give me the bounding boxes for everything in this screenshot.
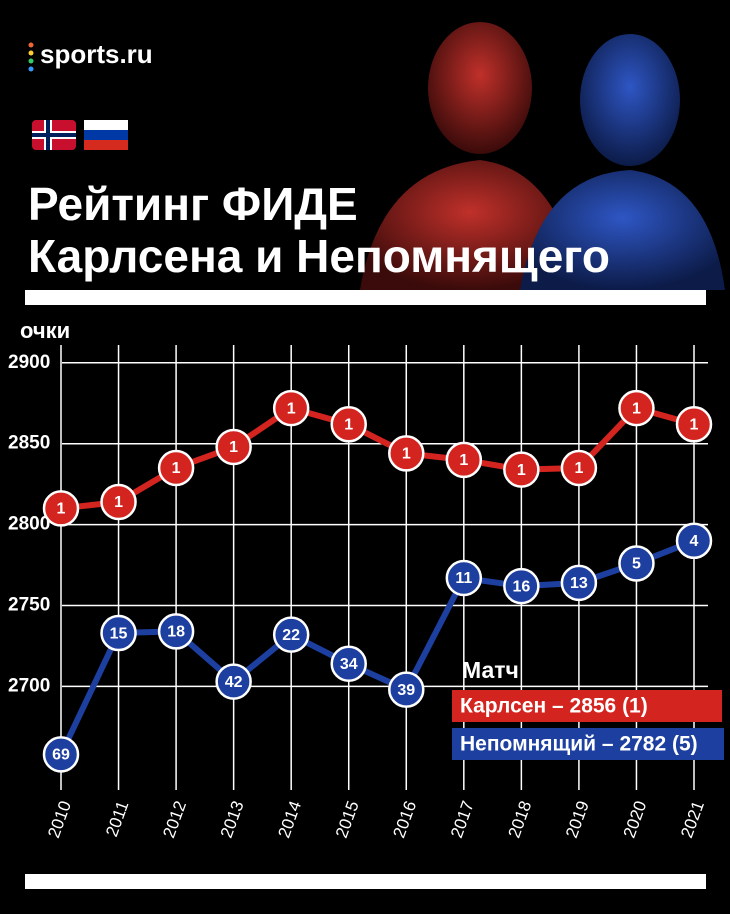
data-point [503,451,540,488]
rank-label: 1 [402,446,411,463]
y-tick-label: 2850 [8,433,50,454]
data-point [388,435,425,472]
y-tick-label: 2900 [8,352,50,373]
data-point [330,406,367,443]
rank-label: 1 [459,452,468,469]
rank-label: 42 [225,674,243,691]
chart-title: Карлсена и Непомнящего [28,230,610,282]
data-point [675,406,713,443]
rank-label: 5 [632,556,641,573]
player-photos [360,22,725,290]
rank-label: 18 [167,624,185,641]
rank-label: 15 [110,625,128,642]
x-tick-label: 2020 [620,798,651,840]
chart-title: Рейтинг ФИДЕ [28,178,358,230]
data-point [100,483,137,521]
divider [25,290,706,305]
data-point [445,559,483,597]
rank-label: 1 [114,494,123,511]
legend-title: Матч [462,657,519,683]
data-point [215,663,252,700]
rank-label: 22 [282,627,300,644]
legend-swatch [452,690,722,722]
rank-label: 1 [287,400,296,417]
rank-label: 1 [632,400,641,417]
rank-label: 16 [512,578,530,595]
data-point [42,490,80,527]
rank-label: 11 [455,570,472,587]
x-tick-label: 2017 [447,798,478,840]
x-tick-label: 2016 [389,798,420,840]
rank-label: 39 [397,682,415,699]
rank-label: 1 [344,417,353,434]
legend-swatch [452,728,724,760]
x-tick-label: 2012 [159,798,190,840]
series-line [58,538,696,756]
rank-label: 34 [340,656,358,673]
rank-label: 1 [57,501,66,518]
rank-label: 1 [690,417,699,434]
data-point [330,645,367,683]
data-point [42,736,80,773]
data-point [157,449,195,487]
divider [25,874,706,889]
rank-label: 4 [690,533,699,550]
data-point [215,428,252,466]
rank-label: 69 [52,747,70,764]
flags [32,120,128,150]
data-point [100,614,137,652]
x-tick-label: 2018 [505,798,536,840]
data-point [445,441,483,479]
rank-label: 13 [570,575,588,592]
y-tick-label: 2750 [8,595,50,616]
rank-label: 1 [517,462,526,479]
legend-label: Непомнящий – 2782 (5) [460,733,698,756]
y-tick-label: 2800 [8,514,50,535]
data-point [675,522,713,560]
data-point [388,671,425,708]
rank-label: 1 [574,460,583,477]
rank-label: 1 [229,439,238,456]
data-point [272,389,310,427]
y-axis-label: очки [20,318,70,343]
x-tick-label: 2013 [217,798,248,840]
x-tick-label: 2011 [102,798,132,839]
y-tick-label: 2700 [8,675,50,696]
logo: sports.ru [28,39,153,72]
x-tick-label: 2014 [274,798,305,840]
data-point [560,564,598,602]
data-point [272,616,310,653]
data-point [618,545,655,582]
x-tick-label: 2015 [332,798,363,840]
data-point [618,389,655,427]
data-point [157,613,195,650]
x-tick-label: 2019 [562,798,593,840]
legend-label: Карлсен – 2856 (1) [460,695,648,718]
rank-label: 1 [172,460,181,477]
series-line [60,405,695,512]
brand: sports.ru [40,39,153,69]
x-tick-label: 2021 [677,798,708,840]
x-tick-label: 2010 [44,798,75,840]
data-point [503,567,540,605]
data-point [560,449,598,487]
